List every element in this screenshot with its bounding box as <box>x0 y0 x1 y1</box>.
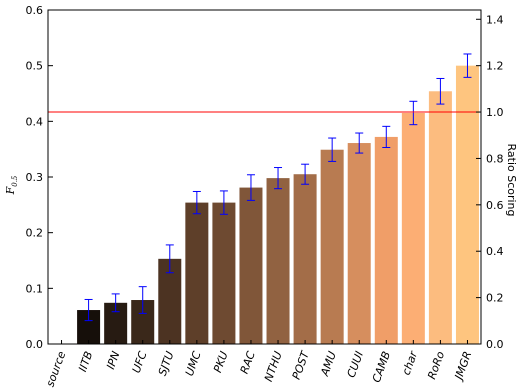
y-tick-label-right-0.6: 0.6 <box>486 199 504 212</box>
y-axis-left-title: F0.5 <box>4 175 19 195</box>
bar-iitb <box>77 310 101 344</box>
bar-amu <box>320 149 344 344</box>
bar-jmgr <box>455 65 479 345</box>
y-tick-label-left-0.5: 0.5 <box>26 60 44 73</box>
y-tick-label-left-0.0: 0.0 <box>26 338 44 351</box>
x-tick-label-pku: PKU <box>211 350 231 375</box>
x-tick-label-rac: RAC <box>238 349 258 375</box>
x-tick-label-jmgr: JMGR <box>452 350 475 383</box>
bar-ufc <box>131 300 155 344</box>
y-tick-label-left-0.3: 0.3 <box>26 171 44 184</box>
y-tick-label-right-0.8: 0.8 <box>486 152 504 165</box>
bar-nthu <box>266 178 290 344</box>
y-tick-label-right-0.0: 0.0 <box>486 338 504 351</box>
bar-camb <box>374 136 398 344</box>
axes-layer <box>47 9 482 345</box>
x-tick-label-cuui: CUUI <box>345 350 366 380</box>
x-tick-label-ipn: IPN <box>104 350 122 371</box>
bar-umc <box>185 202 209 344</box>
x-tick-label-post: POST <box>290 348 313 381</box>
y-axis-right-title: Ratio Scoring <box>505 143 516 216</box>
bar-char <box>401 112 425 344</box>
y-tick-label-right-1.2: 1.2 <box>486 60 504 73</box>
bar-rac <box>239 187 263 344</box>
x-tick-label-sjtu: SJTU <box>156 350 177 378</box>
x-tick-label-amu: AMU <box>318 350 339 379</box>
bar-cuui <box>347 143 371 344</box>
bar-post <box>293 174 317 344</box>
error-bars-layer <box>84 53 472 322</box>
x-tick-label-iitb: IITB <box>76 350 95 374</box>
y-tick-label-left-0.4: 0.4 <box>26 115 44 128</box>
x-tick-label-nthu: NTHU <box>262 350 285 384</box>
bar-pku <box>212 202 236 344</box>
y-tick-label-right-0.2: 0.2 <box>486 292 504 305</box>
plot-frame <box>47 9 482 345</box>
bar-ipn <box>104 302 128 344</box>
y-axis-left-subscript: 0.5 <box>11 175 19 187</box>
bar-sjtu <box>158 258 182 344</box>
y-tick-label-right-1.0: 1.0 <box>486 106 504 119</box>
y-tick-label-right-0.4: 0.4 <box>486 245 504 258</box>
x-tick-label-camb: CAMB <box>370 350 393 385</box>
x-tick-label-roro: RoRo <box>425 349 447 381</box>
x-tick-label-ufc: UFC <box>130 349 150 374</box>
y-tick-label-left-0.2: 0.2 <box>26 227 44 240</box>
y-tick-label-left-0.6: 0.6 <box>26 4 44 17</box>
y-tick-label-left-0.1: 0.1 <box>26 282 44 295</box>
x-tick-label-umc: UMC <box>183 349 204 377</box>
x-tick-label-source: source <box>44 349 69 388</box>
y-tick-label-right-1.4: 1.4 <box>486 13 504 26</box>
bars-layer <box>77 65 479 345</box>
bar-roro <box>428 91 452 344</box>
x-tick-label-char: char <box>400 348 421 377</box>
